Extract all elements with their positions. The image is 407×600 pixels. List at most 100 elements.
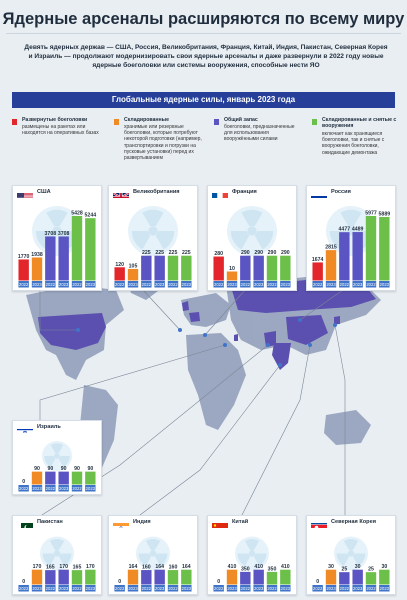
year-label: 2023 [182,282,192,287]
bar-2 [45,236,56,281]
year-label: 2023 [281,586,291,591]
bar-5 [280,255,291,281]
bar-3 [154,255,165,281]
chart-panel-china: Китай 0 2022 410 2023 350 2022 410 2023 350 2022 41… [207,515,297,595]
bar-value-label: 4477 [339,227,351,233]
bar-value-label: 225 [142,250,151,256]
year-tab [71,281,83,288]
bar-value-label: 290 [254,250,263,256]
bar-5 [280,569,291,585]
bar-0 [213,256,224,281]
year-label: 2023 [353,586,363,591]
year-label: 2023 [128,282,138,287]
bar-2 [141,570,152,585]
year-label: 2022 [72,486,82,491]
year-label: 2023 [227,282,237,287]
bar-value-label: 160 [142,565,151,571]
chart-panel-uk: Великобритания 120 2022 105 2023 225 2022 225 20… [108,185,198,291]
bar-value-label: 5977 [365,211,377,217]
bar-4 [365,572,377,585]
bar-0 [18,259,29,281]
bar-value-label: 410 [254,564,263,570]
year-tab [31,585,43,592]
year-tab [114,585,125,592]
leader-russia-dot [298,318,302,322]
year-tab [141,585,152,592]
legend-deployed-title: Развернутые боеголовки [22,117,88,123]
bar-3 [58,569,69,585]
year-label: 2023 [59,586,69,591]
year-label: 2022 [366,586,376,591]
year-label: 2022 [115,586,125,591]
year-label: 2022 [340,586,350,591]
year-label: 2022 [72,282,82,287]
bar-value-label: 3708 [58,231,70,237]
year-label: 2023 [128,586,138,591]
bar-value-label: 0 [118,579,121,585]
chart-panel-israel: Израиль 0 2022 90 2023 90 2022 90 2023 90 2022 90 20… [12,420,102,495]
flag-kp-icon [311,519,327,528]
bar-value-label: 5889 [379,211,391,217]
bar-5 [379,216,390,281]
flag-in-icon [113,519,129,528]
map-china-highlight [286,315,328,345]
year-tab [18,585,29,592]
leader-china [241,344,311,516]
leader-nkorea [334,324,346,515]
year-tab [31,281,43,288]
year-label: 2022 [19,282,29,287]
leader-nkorea-dot [333,323,337,327]
year-tab [85,485,96,492]
year-tab [379,585,390,592]
chart-panel-france: Франция 280 2022 10 2023 290 2022 290 2023 290 202… [207,185,297,291]
bar-value-label: 170 [86,564,95,570]
bar-4 [71,471,83,485]
year-tab [352,281,363,288]
year-label: 2022 [214,586,224,591]
chart-svg: 1674 2022 2815 2023 4477 2022 4489 2023 5977 2022… [312,206,391,288]
chart-panel-russia: Россия 1674 2022 2815 2023 4477 2022 4489 2023 59… [306,185,396,291]
bar-5 [85,218,96,281]
chart-panel-usa: США 1770 2022 1938 2023 3708 2022 3708 2023 5428 2… [12,185,102,291]
year-label: 2022 [214,282,224,287]
year-tab [253,585,264,592]
bar-2 [339,572,350,585]
bar-value-label: 120 [115,262,124,268]
year-tab [45,281,56,288]
year-tab [127,281,139,288]
bar-0 [114,267,125,281]
leader-france-dot [203,333,207,337]
bar-value-label: 30 [381,564,387,570]
year-label: 2022 [340,282,350,287]
year-tab [365,585,377,592]
bar-value-label: 225 [182,250,191,256]
year-label: 2023 [380,586,390,591]
leader-pakistan [41,344,269,516]
year-label: 2022 [241,586,251,591]
year-tab [71,485,83,492]
bar-4 [266,255,278,281]
year-label: 2022 [168,282,178,287]
year-tab [339,585,350,592]
bar-2 [240,571,251,585]
bar-4 [266,571,278,585]
bar-2 [141,255,152,281]
year-label: 2022 [168,586,178,591]
legend-stored-title: Складированные [124,117,169,123]
chart-svg: 120 2022 105 2023 225 2022 225 2023 225 2022 225 20… [114,206,192,288]
year-tab [45,585,56,592]
bar-value-label: 410 [228,564,237,570]
bar-1 [226,569,238,585]
year-label: 2023 [380,282,390,287]
year-label: 2023 [59,282,69,287]
bar-3 [58,471,69,485]
bar-5 [379,569,390,585]
map-france-highlight [189,312,200,322]
leader-france [204,289,246,336]
section-title: Глобальные ядерные силы, январь 2023 год… [12,92,395,108]
legend-deployed-desc: размещены на ракетах или находятся на оп… [22,124,99,137]
bar-value-label: 165 [73,565,82,571]
year-tab [280,585,291,592]
year-tab [45,485,56,492]
